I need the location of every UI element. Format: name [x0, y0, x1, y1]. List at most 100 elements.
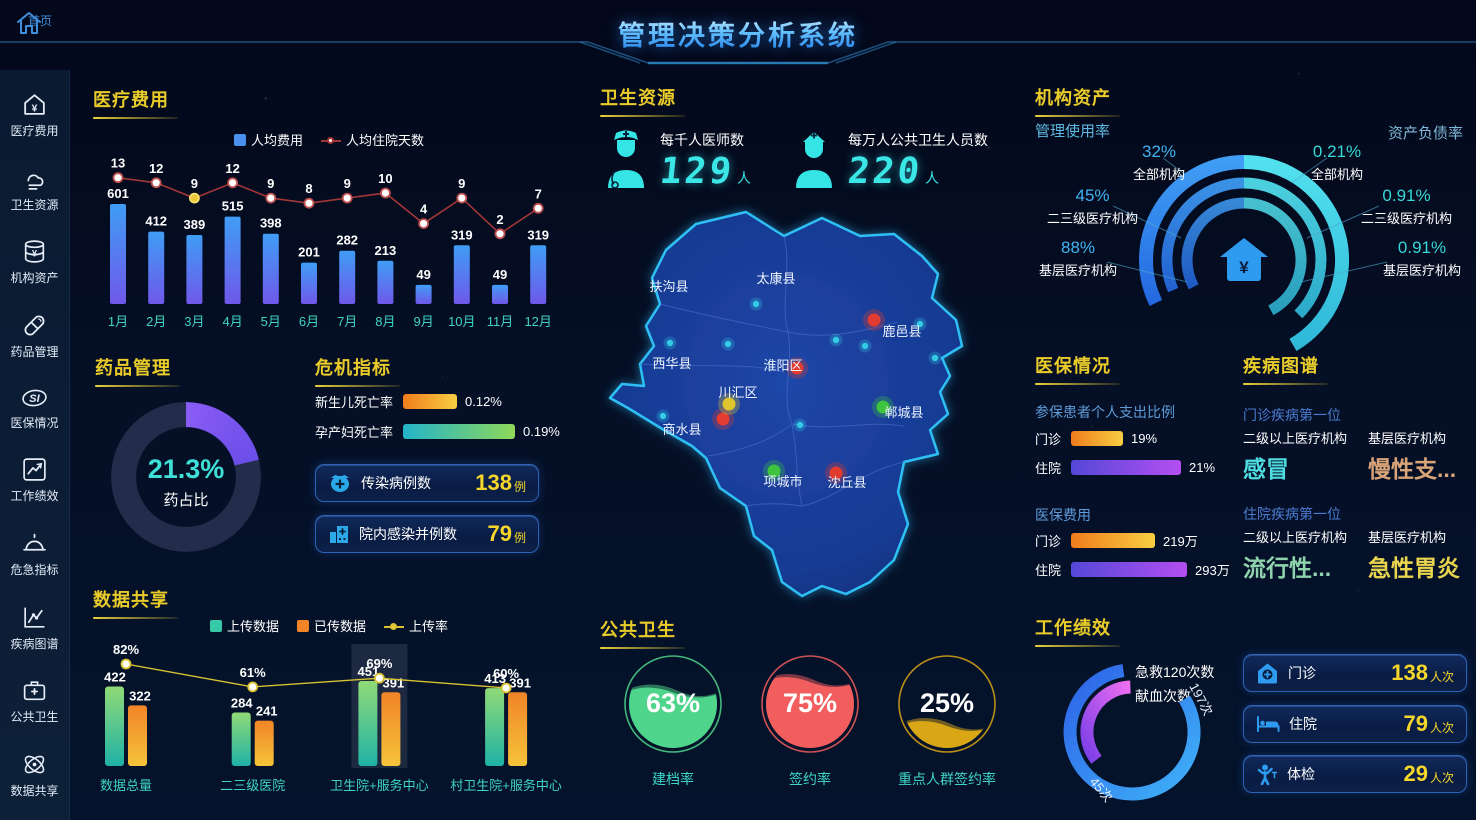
first-aid-kit-icon: [23, 681, 46, 701]
map-district-label: 扶沟县: [649, 279, 688, 294]
map-marker[interactable]: [712, 408, 734, 430]
checkup-card[interactable]: 体检 29 人次: [1243, 755, 1467, 793]
crisis-bar: [403, 394, 457, 409]
sidebar-item-data-sharing[interactable]: 数据共享: [10, 751, 59, 799]
map-marker[interactable]: [872, 396, 894, 418]
nurse-icon: [796, 132, 832, 188]
stat-unit: 人: [737, 170, 752, 186]
svg-text:398: 398: [260, 216, 282, 231]
stat-value: 129: [657, 151, 737, 192]
crisis-row-value: 0.12%: [465, 394, 502, 409]
sidebar-item-performance[interactable]: 工作绩效: [10, 456, 59, 504]
assets-gauge-rings[interactable]: ¥: [1035, 110, 1467, 362]
sidebar-label: 工作绩效: [10, 489, 59, 504]
sidebar-item-institution-assets[interactable]: ¥ 机构资产: [10, 238, 59, 286]
hospital-infection-card[interactable]: 院内感染并例数 79 例: [315, 515, 539, 553]
map-inner-borders: [639, 235, 905, 507]
svg-text:13: 13: [111, 156, 125, 171]
sidebar-item-critical-indicators[interactable]: 危急指标: [10, 530, 59, 578]
svg-text:10: 10: [378, 171, 392, 186]
drug-ratio-value: 21.3%: [147, 454, 225, 484]
sidebar: ¥ 医疗费用 卫生资源 ¥ 机构资产 药品管理 SI 医保情况 工作绩效 危急指…: [0, 70, 70, 820]
legend-item[interactable]: 上传数据: [209, 616, 279, 635]
svg-text:¥: ¥: [1239, 258, 1249, 277]
header-decoration: [0, 41, 1476, 65]
map-district-label: 川汇区: [718, 385, 757, 400]
sidebar-label: 危急指标: [10, 562, 59, 577]
sidebar-item-drug-management[interactable]: 药品管理: [10, 312, 59, 360]
assets-callout: 0.21% 全部机构: [1311, 142, 1364, 182]
performance-ring[interactable]: 45次 197次: [1051, 652, 1215, 816]
inpatient-card[interactable]: 住院 79 人次: [1243, 705, 1467, 743]
sidebar-item-public-health[interactable]: 公共卫生: [10, 677, 59, 725]
insurance-row: 住院 293万: [1035, 562, 1230, 578]
svg-text:12月: 12月: [524, 314, 551, 329]
sidebar-item-home[interactable]: 首页: [14, 10, 66, 34]
sidebar-item-disease-map[interactable]: 疾病图谱: [10, 604, 59, 652]
sidebar-label: 医疗费用: [10, 123, 59, 138]
panel-medical-fee: 医疗费用 人均费用 人均住院天数 601 1月 412 2月 389 3月 515 4月 398…: [93, 86, 565, 342]
infectious-cases-card[interactable]: 传染病例数 138 例: [315, 464, 539, 502]
legend-item[interactable]: 已传数据: [296, 616, 366, 635]
crisis-row: 孕产妇死亡率 0.19%: [315, 422, 560, 441]
doctors-stat: 每千人医师数 129人: [602, 126, 752, 192]
disease-subtitle: 住院疾病第一位: [1243, 506, 1341, 522]
panel-health-resources: 卫生资源 每千人医师数 129人 每万人公共卫生人员数 220人: [600, 84, 1020, 204]
alarm-icon: [23, 533, 46, 551]
svg-text:6月: 6月: [299, 314, 319, 329]
sidebar-label: 药品管理: [10, 344, 59, 359]
map-marker[interactable]: [763, 460, 785, 482]
cloud-icon: [27, 174, 44, 190]
assets-callout: 0.91% 二三级医疗机构: [1361, 186, 1453, 226]
legend-item[interactable]: 人均费用: [233, 130, 303, 149]
svg-text:60%: 60%: [493, 666, 519, 681]
panel-data-sharing: 数据共享 上传数据 已传数据 上传率 422 322 数据总量 284 241 二三级医院…: [93, 586, 565, 814]
svg-text:319: 319: [451, 227, 473, 242]
sidebar-item-medical-fee[interactable]: ¥ 医疗费用: [10, 91, 59, 139]
crisis-bar: [403, 424, 515, 439]
disease-name: 急性胃炎: [1368, 555, 1460, 581]
drug-ratio-donut[interactable]: [111, 402, 261, 552]
liquid-gauge[interactable]: 75% 签约率: [755, 652, 865, 789]
map-marker[interactable]: [863, 309, 885, 331]
map-marker[interactable]: [825, 462, 847, 484]
legend-item[interactable]: 人均住院天数: [321, 130, 424, 149]
liquid-gauge[interactable]: 25% 重点人群签约率: [892, 652, 1002, 789]
card-label: 院内感染并例数: [359, 526, 457, 542]
insurance-bar: [1071, 533, 1155, 548]
card-label: 传染病例数: [361, 475, 431, 491]
page-title: 管理决策分析系统: [618, 14, 858, 53]
panel-crisis-indicators: 危机指标 新生儿死亡率 0.12% 孕产妇死亡率 0.19% 传染病例数 138…: [315, 354, 565, 582]
map-marker[interactable]: [718, 393, 740, 415]
sidebar-label: 公共卫生: [10, 710, 59, 725]
disease-org: 二级以上医疗机构: [1243, 530, 1348, 545]
svg-text:422: 422: [104, 669, 126, 684]
doctor-icon: [608, 130, 644, 188]
legend-item[interactable]: 上传率: [384, 616, 448, 635]
svg-text:25%: 25%: [920, 688, 974, 718]
crisis-row-value: 0.19%: [523, 424, 560, 439]
zigzag-chart-icon: [24, 606, 45, 628]
svg-text:389: 389: [184, 217, 206, 232]
assets-callout: 32% 全部机构: [1133, 142, 1186, 182]
bar-legend-swatch: [296, 620, 309, 632]
header: 管理决策分析系统 首页: [0, 0, 1476, 66]
sidebar-item-insurance[interactable]: SI 医保情况: [10, 386, 59, 431]
liquid-gauge[interactable]: 63% 建档率: [618, 652, 728, 789]
sidebar-item-health-resources[interactable]: 卫生资源: [10, 165, 59, 213]
svg-text:2: 2: [496, 212, 503, 227]
si-logo-icon: SI: [22, 389, 47, 406]
svg-text:8月: 8月: [375, 314, 395, 329]
map-marker[interactable]: [786, 357, 808, 379]
outpatient-card[interactable]: 门诊 138 人次: [1243, 654, 1467, 692]
medical-fee-chart[interactable]: 6011月4122月3893月5154月3985月2016月2827月2138月…: [93, 146, 565, 342]
liquid-gauge-circle: 75%: [761, 655, 859, 753]
svg-text:2月: 2月: [146, 314, 166, 329]
house-yen-center-icon: ¥: [1220, 238, 1268, 281]
drug-ratio-center: 21.3% 药占比: [111, 454, 261, 510]
svg-text:213: 213: [375, 243, 397, 258]
svg-text:201: 201: [298, 245, 320, 260]
right-metric-label: 资产负债率: [1387, 125, 1463, 142]
